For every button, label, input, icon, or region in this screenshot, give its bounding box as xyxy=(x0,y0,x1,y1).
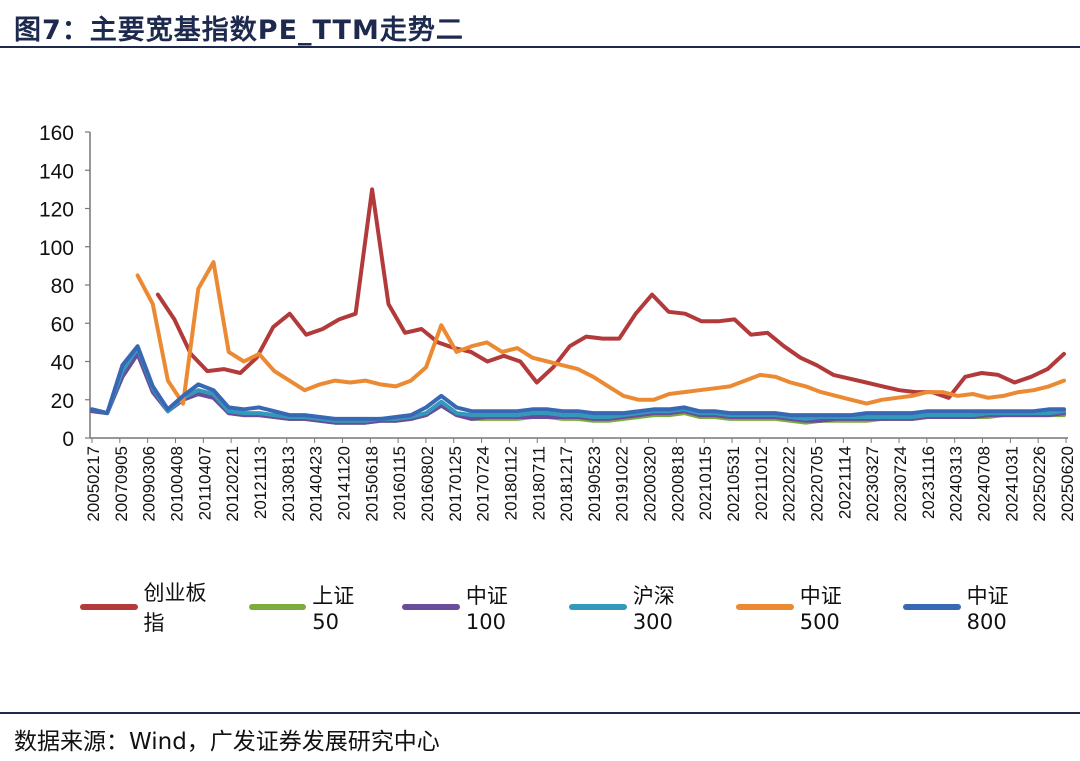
x-tick-label: 20180112 xyxy=(501,446,520,520)
y-tick-label: 120 xyxy=(39,199,74,222)
x-tick-label: 20170724 xyxy=(474,446,493,522)
x-tick-label: 20220222 xyxy=(780,446,799,522)
series-创业板指-line xyxy=(155,187,1066,400)
legend-label: 中证800 xyxy=(966,584,1009,634)
x-tick-label: 20170125 xyxy=(446,446,465,522)
x-tick-label: 20200320 xyxy=(641,446,660,522)
x-tick-label: 20220705 xyxy=(808,446,827,522)
x-tick-label: 20241031 xyxy=(1002,446,1021,522)
legend-item: 沪深300 xyxy=(569,580,714,634)
y-tick-label: 0 xyxy=(62,428,74,451)
legend-swatch xyxy=(80,604,138,610)
legend-label: 创业板指 xyxy=(143,581,207,635)
x-tick-label: 20190523 xyxy=(585,446,604,522)
legend-swatch xyxy=(248,604,307,610)
x-tick-label: 20160115 xyxy=(390,446,409,520)
legend-item: 中证800 xyxy=(903,580,1048,634)
y-tick-label: 160 xyxy=(39,122,74,145)
x-tick-label: 20120221 xyxy=(223,446,242,522)
x-tick-label: 20191022 xyxy=(613,446,632,522)
legend-label: 中证100 xyxy=(465,584,508,634)
source-note: 数据来源：Wind，广发证券发展研究中心 xyxy=(14,729,440,755)
y-tick-label: 80 xyxy=(51,275,74,298)
footer-divider xyxy=(0,712,1080,714)
x-tick-label: 20240313 xyxy=(947,446,966,522)
x-tick-label: 20211012 xyxy=(752,446,771,520)
x-tick-label: 20100408 xyxy=(167,446,186,522)
y-tick-label: 20 xyxy=(51,390,74,413)
legend-label: 中证500 xyxy=(799,584,842,634)
y-tick-label: 60 xyxy=(51,313,74,336)
axes: 0 20 40 60 80 100 120 140 160 20050217 20070905 200… xyxy=(39,122,1077,522)
x-tick-label: 20130813 xyxy=(279,446,298,522)
series-中证500-line xyxy=(135,260,1066,406)
x-tick-label: 20160802 xyxy=(418,446,437,522)
legend-swatch xyxy=(402,604,460,610)
y-tick-label: 100 xyxy=(39,237,74,260)
x-tick-label: 20250226 xyxy=(1030,446,1049,522)
x-tick-label: 20110407 xyxy=(195,446,214,520)
x-tick-label: 20121113 xyxy=(251,446,270,519)
x-tick-label: 20231116 xyxy=(919,446,938,519)
x-tick-label: 20070905 xyxy=(112,446,131,522)
legend-item: 创业板指 xyxy=(80,577,227,637)
series-沪深300-line xyxy=(90,346,1066,423)
x-tick-label: 20230327 xyxy=(863,446,882,522)
y-tick-label: 140 xyxy=(39,160,74,183)
title-divider xyxy=(0,46,1080,48)
x-tick-label: 20141120 xyxy=(334,446,353,520)
legend-item: 上证50 xyxy=(248,580,381,634)
series-layer xyxy=(90,187,1066,425)
x-tick-label: 20210115 xyxy=(696,446,715,520)
x-tick-label: 20150618 xyxy=(362,446,381,522)
x-tick-label: 20221114 xyxy=(835,446,854,519)
pe-ttm-line-chart: 0 20 40 60 80 100 120 140 160 20050217 20070905 200… xyxy=(39,122,1077,522)
legend-swatch xyxy=(903,604,961,610)
x-tick-label: 20200818 xyxy=(668,446,687,522)
chart-title: 图7：主要宽基指数PE_TTM走势二 xyxy=(14,15,464,46)
series-中证800-line xyxy=(90,344,1066,421)
x-tick-label: 20050217 xyxy=(84,446,103,522)
chart-legend: 创业板指 上证50 中证100 沪深300 中证500 中证800 xyxy=(80,581,1070,635)
legend-label: 上证50 xyxy=(312,584,355,634)
legend-swatch xyxy=(569,604,627,610)
legend-swatch xyxy=(736,604,794,610)
legend-item: 中证100 xyxy=(402,580,547,634)
legend-label: 沪深300 xyxy=(632,584,675,634)
x-tick-label: 20180711 xyxy=(529,446,548,520)
legend-item: 中证500 xyxy=(736,580,881,634)
x-tick-label: 20210531 xyxy=(724,446,743,522)
x-tick-label: 20240708 xyxy=(975,446,994,522)
x-tick-label: 20140423 xyxy=(307,446,326,522)
x-tick-label: 20181217 xyxy=(557,446,576,522)
x-tick-label: 20230724 xyxy=(891,446,910,522)
x-tick-label: 20090306 xyxy=(140,446,159,522)
y-tick-label: 40 xyxy=(51,352,74,375)
title-bar: 图7：主要宽基指数PE_TTM走势二 xyxy=(0,0,1080,48)
x-tick-label: 20250620 xyxy=(1058,446,1077,522)
